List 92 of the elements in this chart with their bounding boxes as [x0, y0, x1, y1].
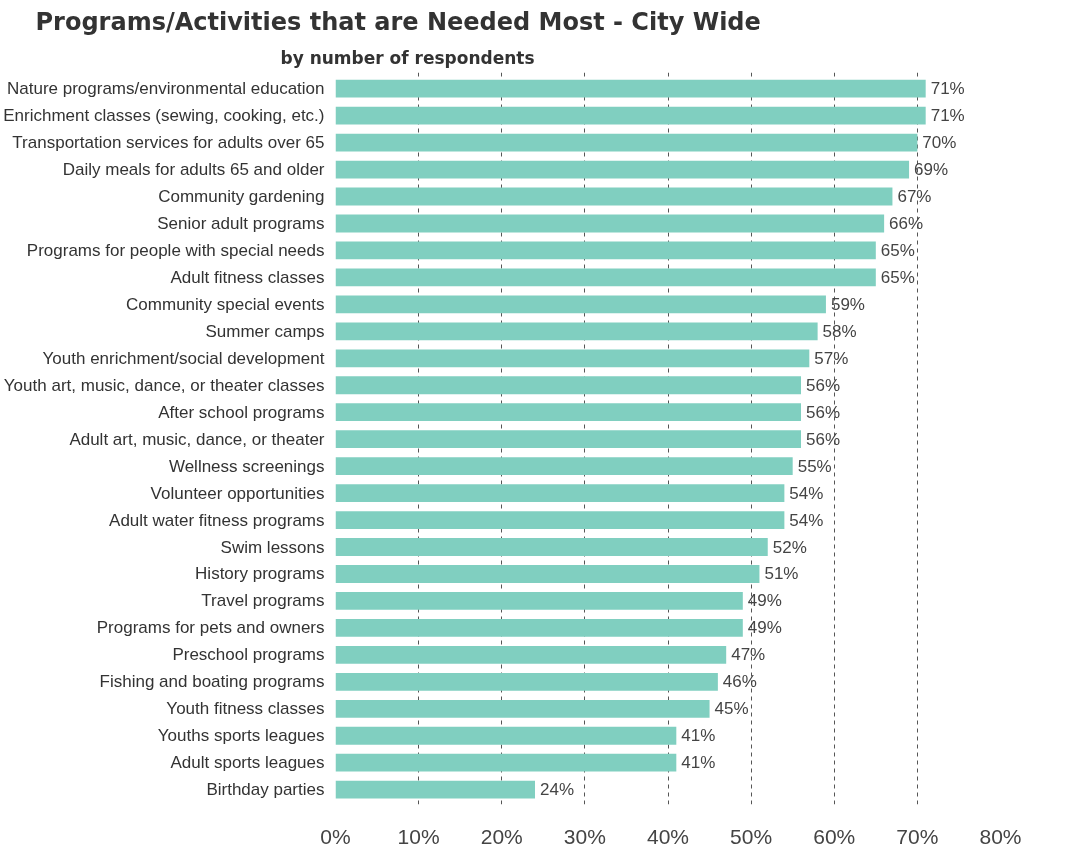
y-tick-label: Daily meals for adults 65 and older [62, 160, 325, 180]
bar [335, 645, 727, 664]
data-label: 59% [830, 294, 865, 314]
x-tick-label: 30% [563, 824, 606, 848]
x-tick-label: 40% [646, 824, 690, 848]
y-tick-label: Adult water fitness programs [109, 510, 325, 530]
data-label: 24% [539, 780, 575, 800]
y-tick-label: Community special events [126, 294, 325, 314]
bar [335, 241, 876, 260]
bar [335, 457, 793, 476]
bar [335, 79, 926, 98]
bar [335, 214, 885, 233]
chart-subtitle: by number of respondents [280, 47, 535, 68]
bar [335, 538, 768, 556]
bar [335, 349, 810, 368]
bar [335, 726, 677, 745]
bar [335, 160, 910, 179]
y-tick-label: Adult art, music, dance, or theater [69, 429, 325, 449]
bar [335, 511, 785, 529]
bar [335, 672, 718, 691]
data-label: 69% [914, 160, 949, 180]
bar [335, 322, 818, 341]
y-tick-label: Nature programs/environmental education [7, 79, 325, 99]
data-label: 41% [681, 726, 716, 746]
data-label: 52% [772, 537, 807, 557]
y-tick-label: Community gardening [158, 187, 325, 207]
data-label: 54% [789, 483, 824, 503]
bar [335, 133, 918, 152]
y-tick-label: Youths sports leagues [157, 726, 325, 746]
data-label: 56% [805, 375, 841, 395]
y-tick-label: Summer camps [205, 321, 325, 341]
data-label: 45% [714, 699, 749, 719]
data-label: 58% [822, 321, 857, 341]
x-tick-label: 80% [979, 824, 1022, 848]
bar [335, 295, 826, 314]
data-label: 67% [897, 187, 932, 207]
data-label: 49% [747, 591, 782, 611]
y-tick-label: History programs [195, 564, 325, 584]
data-label: 46% [722, 672, 757, 692]
bar [335, 268, 876, 287]
y-tick-label: Youth fitness classes [166, 699, 325, 719]
bar [335, 187, 893, 206]
y-tick-label: After school programs [158, 402, 325, 422]
y-tick-label: Adult fitness classes [170, 267, 325, 287]
data-label: 71% [930, 79, 965, 99]
bar [335, 780, 535, 799]
bar [335, 403, 801, 422]
chart-title: Programs/Activities that are Needed Most - City Wide [35, 7, 761, 36]
bar [335, 592, 743, 610]
y-tick-label: Senior adult programs [157, 213, 325, 233]
y-tick-label: Programs for people with special needs [26, 240, 325, 260]
data-label: 51% [764, 564, 799, 584]
bar [335, 565, 760, 583]
x-tick-label: 70% [896, 824, 939, 848]
x-tick-label: 60% [813, 824, 856, 848]
data-label: 56% [805, 402, 841, 422]
y-tick-label: Fishing and boating programs [99, 672, 325, 692]
y-tick-label: Birthday parties [206, 780, 325, 800]
data-label: 54% [789, 510, 824, 530]
data-label: 71% [930, 106, 965, 126]
bar [335, 376, 801, 395]
bar [335, 106, 926, 125]
x-tick-label: 10% [397, 824, 440, 848]
y-tick-label: Wellness screenings [168, 456, 325, 476]
data-label: 65% [880, 240, 915, 260]
x-tick-label: 20% [480, 824, 523, 848]
y-tick-label: Preschool programs [172, 645, 325, 665]
x-tick-label: 0% [320, 824, 351, 848]
y-tick-label: Transportation services for adults over 65 [12, 133, 325, 153]
data-label: 49% [747, 618, 782, 638]
data-label: 41% [681, 753, 716, 773]
bar [335, 753, 677, 772]
y-tick-label: Adult sports leagues [170, 753, 325, 773]
data-label: 56% [805, 429, 841, 449]
y-tick-label: Programs for pets and owners [96, 618, 325, 638]
y-tick-label: Travel programs [201, 591, 325, 611]
data-label: 47% [731, 645, 766, 665]
y-tick-label: Swim lessons [220, 537, 325, 557]
data-label: 55% [797, 456, 832, 476]
y-tick-label: Enrichment classes (sewing, cooking, etc.) [3, 106, 325, 126]
y-tick-label: Youth enrichment/social development [42, 348, 325, 368]
x-tick-label: 50% [730, 824, 773, 848]
bar [335, 430, 801, 449]
data-label: 57% [814, 348, 849, 368]
bar [335, 699, 710, 718]
data-label: 65% [880, 267, 915, 287]
data-label: 66% [889, 213, 924, 233]
data-label: 70% [922, 133, 957, 153]
y-tick-label: Volunteer opportunities [150, 483, 325, 503]
bar [335, 484, 785, 502]
bar [335, 619, 743, 637]
y-tick-label: Youth art, music, dance, or theater classes [3, 375, 325, 395]
